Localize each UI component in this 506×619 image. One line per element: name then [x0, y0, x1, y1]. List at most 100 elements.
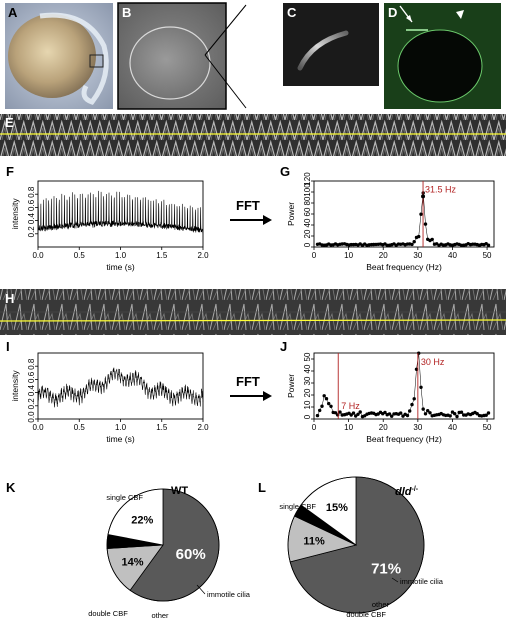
embryo-body [39, 12, 109, 105]
x-tick-label: 0.5 [74, 423, 86, 432]
x-tick-label: 20 [379, 251, 388, 260]
y-tick-label: 100 [303, 183, 312, 197]
slice-label: other [372, 600, 390, 609]
spectrum-point [351, 411, 356, 415]
slice-label: single CBF [106, 493, 143, 502]
spectrum-point [327, 401, 331, 406]
x-tick-label: 2.0 [197, 423, 209, 432]
spectrum-line [317, 192, 489, 246]
spectrum-point [336, 413, 340, 417]
y-tick-label: 0.4 [27, 212, 36, 224]
y-tick-label: 0.4 [27, 384, 36, 396]
y-tick-label: 0.2 [27, 226, 36, 238]
y-tick-label: 20 [303, 229, 312, 238]
fft-arrow-1: FFT [230, 198, 272, 225]
plot-frame [313, 180, 495, 248]
x-tick-label: 40 [448, 423, 457, 432]
spectrum-point [324, 397, 329, 401]
vesicle-lumen [397, 29, 483, 103]
slice-percentage: 60% [176, 546, 206, 563]
panel-label-i: I [6, 339, 10, 354]
x-axis-label: time (s) [106, 262, 135, 272]
panel-label-e: E [5, 115, 14, 130]
x-tick-label: 1.5 [156, 423, 168, 432]
image-panel-d: D [384, 3, 501, 109]
slice-label: double CBF [88, 609, 128, 618]
x-tick-label: 1.0 [115, 251, 127, 260]
kymograph-h-line [0, 319, 506, 322]
y-tick-label: 40 [303, 364, 312, 373]
y-tick-label: 0.6 [27, 199, 36, 211]
spectrum-point [417, 234, 421, 239]
cilium-background [283, 3, 379, 86]
y-tick-label: 10 [303, 400, 312, 409]
label-connector [196, 584, 206, 595]
peak-annotation: 31.5 Hz [425, 184, 457, 194]
spectrum-point [329, 404, 333, 408]
x-tick-label: 0 [312, 423, 317, 432]
spectrum-point [318, 408, 322, 413]
y-tick-label: 0.8 [27, 358, 36, 370]
x-tick-label: 0 [312, 251, 317, 260]
spectrum-point [405, 413, 410, 418]
spectrum-point [383, 410, 387, 415]
spectrum-point [484, 413, 488, 417]
y-axis-label: intensity [10, 198, 20, 230]
spectrum-point [475, 412, 479, 416]
slice-label: immotile cilia [207, 590, 251, 599]
kupffer-vesicle [129, 26, 211, 100]
spectrum-point [486, 243, 491, 247]
x-axis-label: Beat frequency (Hz) [366, 262, 442, 272]
y-tick-label: 0.6 [27, 371, 36, 383]
spectrum-point [486, 411, 491, 415]
x-tick-label: 1.5 [156, 251, 168, 260]
spectrum-point [315, 413, 320, 418]
spectrum-point [419, 212, 423, 216]
chart-f-trace: 0.0 0.5 1.0 1.5 2.0 0.2 0.40.60.8 time (s) inten… [10, 180, 209, 272]
spectrum-point [390, 414, 394, 418]
slice-label: immotile cilia [400, 577, 444, 586]
y-tick-label: 30 [303, 376, 312, 385]
slice-percentage: 11% [303, 536, 325, 548]
intensity-trace [37, 367, 204, 408]
panel-label-j: J [280, 339, 287, 354]
spectrum-point [349, 413, 353, 417]
spectrum-point [408, 409, 412, 413]
spectrum-point [387, 412, 392, 416]
panel-label-g: G [280, 164, 290, 179]
peak-annotation: 30 Hz [421, 357, 445, 367]
spectrum-point [426, 409, 430, 413]
spectrum-point [430, 237, 434, 242]
spectrum-point [455, 414, 459, 419]
kymograph-e: E [0, 114, 506, 156]
y-axis-label: Power [286, 374, 296, 398]
slice-percentage: 15% [326, 502, 348, 514]
x-tick-label: 0.0 [32, 423, 44, 432]
embryo-yolk [8, 14, 96, 98]
pie-title: dld-/- [395, 486, 419, 498]
y-tick-label: 0.8 [27, 186, 36, 198]
peak-annotation: 7 Hz [341, 401, 360, 411]
fft-label-2: FFT [236, 374, 260, 389]
x-tick-label: 20 [379, 423, 388, 432]
peak-point [421, 194, 426, 199]
y-tick-label: 0.0 [27, 411, 36, 423]
slice-percentage: 71% [371, 560, 401, 577]
spectrum-point [459, 410, 464, 414]
pie-outline [106, 488, 220, 602]
arrow-right-icon [263, 391, 272, 401]
plot-frame [37, 352, 204, 420]
chart-j-spectrum: 0 10 20 30 40 50 0 10 20 30 40 50 Beat frequency (Hz… [286, 351, 495, 444]
x-axis-label: Beat frequency (Hz) [366, 434, 442, 444]
x-tick-label: 0.5 [74, 251, 86, 260]
spectrum-point [428, 411, 432, 415]
spectrum-point [338, 410, 342, 414]
panel-label-a: A [8, 5, 18, 20]
spectrum-point [322, 394, 326, 398]
spectrum-point [419, 385, 423, 389]
x-tick-label: 0.0 [32, 251, 44, 260]
spectrum-point [320, 404, 324, 408]
pie-title: WT [171, 485, 188, 497]
zoom-line-bottom [204, 54, 247, 109]
